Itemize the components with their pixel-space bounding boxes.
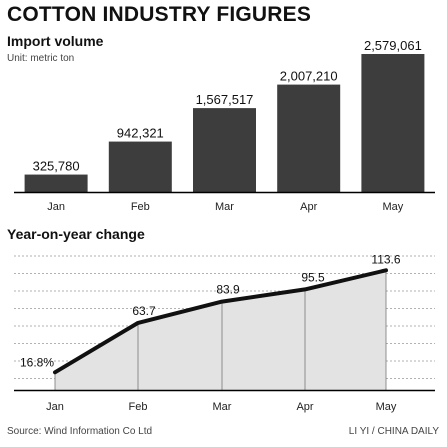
yoy-line [53, 268, 388, 375]
x-tick-label-yoy-may: May [376, 401, 397, 413]
bar-value-label-mar: 1,567,517 [196, 92, 254, 107]
credit-note: LI YI / CHINA DAILY [348, 426, 439, 437]
source-note: Source: Wind Information Co Ltd [7, 426, 153, 437]
line-chart-title: Year-on-year change [7, 226, 145, 242]
bar-value-label-jan: 325,780 [33, 159, 80, 174]
import-volume-bar-chart: 325,780 Jan 942,321 Feb 1,567,517 Mar 2,007,21… [14, 38, 435, 213]
bar-value-label-may: 2,579,061 [364, 38, 422, 53]
x-tick-label-jan: Jan [47, 201, 65, 213]
x-tick-label-yoy-apr: Apr [296, 401, 313, 413]
bar-value-label-feb: 942,321 [117, 126, 164, 141]
bar-feb [108, 141, 172, 192]
point-value-label-mar: 83.9 [216, 283, 240, 297]
bar-value-label-apr: 2,007,210 [280, 69, 338, 84]
x-tick-label-yoy-mar: Mar [213, 401, 232, 413]
point-value-label-feb: 63.7 [132, 304, 156, 318]
x-tick-label-yoy-feb: Feb [129, 401, 148, 413]
x-tick-label-feb: Feb [131, 201, 150, 213]
x-tick-label-may: May [383, 201, 404, 213]
point-value-label-jan: 16.8% [20, 355, 54, 369]
yoy-change-area-chart: 16.8% 63.7 83.9 95.5 113.6 Jan Feb Mar Apr May [14, 252, 435, 413]
x-tick-label-apr: Apr [300, 201, 317, 213]
bar-mar [193, 108, 256, 192]
bar-chart-title: Import volume [7, 33, 104, 49]
bar-may [361, 54, 425, 192]
chart-title: COTTON INDUSTRY FIGURES [7, 3, 312, 26]
bar-jan [24, 174, 88, 192]
point-value-label-may: 113.6 [371, 252, 400, 266]
bar-apr [277, 84, 341, 192]
x-tick-label-yoy-jan: Jan [46, 401, 64, 413]
bar-chart-unit: Unit: metric ton [7, 53, 75, 64]
point-value-label-apr: 95.5 [301, 270, 325, 284]
x-tick-label-mar: Mar [215, 201, 234, 213]
